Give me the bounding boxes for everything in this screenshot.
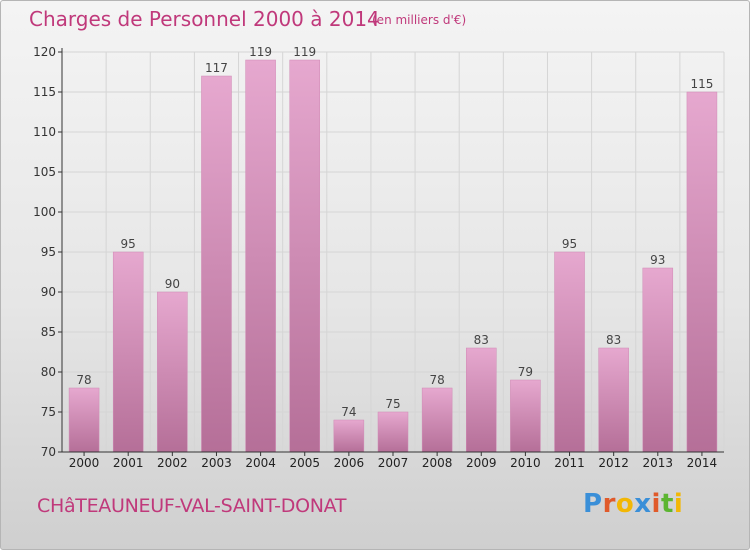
y-tick-label: 120	[33, 45, 56, 59]
bar-2009	[466, 347, 497, 453]
y-tick-label: 105	[33, 165, 56, 179]
x-tick-label: 2012	[598, 456, 629, 470]
y-tick-label: 80	[41, 365, 56, 379]
bar-2010	[510, 379, 541, 453]
value-label: 83	[606, 333, 621, 347]
x-tick-label: 2014	[687, 456, 718, 470]
logo-letter: i	[651, 489, 661, 519]
proxiti-logo[interactable]: Proxiti	[583, 489, 683, 519]
logo-letter: x	[634, 489, 652, 519]
x-tick-label: 2009	[466, 456, 497, 470]
city-name: CHâTEAUNEUF-VAL-SAINT-DONAT	[37, 495, 347, 517]
bar-2014	[686, 91, 718, 453]
bar-2001	[112, 251, 144, 453]
x-tick-label: 2007	[378, 456, 409, 470]
y-tick-label: 70	[41, 445, 56, 459]
x-tick-label: 2006	[334, 456, 365, 470]
logo-letter: r	[602, 489, 616, 519]
y-tick-label: 100	[33, 205, 56, 219]
bar-2011	[554, 251, 585, 453]
x-tick-label: 2004	[245, 456, 276, 470]
bar-2000	[68, 387, 100, 453]
value-label: 119	[249, 45, 272, 59]
data-labels: 78 95 90 117 119 119 74 75 78 83 79 95 83 93 115	[76, 45, 713, 419]
x-tick-label: 2000	[69, 456, 100, 470]
bar-2008	[421, 387, 453, 453]
bar-2002	[157, 291, 188, 453]
value-label: 79	[518, 365, 533, 379]
value-label: 95	[121, 237, 136, 251]
x-tick-label: 2010	[510, 456, 541, 470]
value-label: 117	[205, 61, 228, 75]
x-tick-label: 2008	[422, 456, 453, 470]
value-label: 119	[293, 45, 316, 59]
bar-2004	[245, 59, 276, 453]
value-label: 75	[385, 397, 400, 411]
value-label: 90	[165, 277, 180, 291]
value-label: 74	[341, 405, 356, 419]
axes: 70 75 80 85 90 95 100 105 110 115 120 2000 2001 2002 2…	[33, 45, 724, 470]
y-tick-label: 75	[41, 405, 56, 419]
y-tick-label: 110	[33, 125, 56, 139]
value-label: 115	[690, 77, 713, 91]
bars	[68, 59, 718, 453]
bar-2006	[333, 419, 365, 453]
bar-2012	[598, 347, 629, 453]
x-tick-label: 2003	[201, 456, 232, 470]
bar-2005	[289, 59, 320, 453]
y-tick-label: 115	[33, 85, 56, 99]
x-tick-label: 2002	[157, 456, 188, 470]
bar-2007	[377, 411, 409, 453]
y-tick-label: 95	[41, 245, 56, 259]
logo-letter: t	[660, 489, 674, 519]
logo-letter: P	[583, 489, 603, 519]
value-label: 95	[562, 237, 577, 251]
logo-letter: i	[673, 489, 684, 519]
logo-letter: o	[615, 489, 635, 519]
value-label: 93	[650, 253, 665, 267]
x-tick-label: 2013	[643, 456, 674, 470]
y-tick-label: 90	[41, 285, 56, 299]
chart-title: Charges de Personnel 2000 à 2014	[29, 7, 380, 31]
value-label: 78	[76, 373, 91, 387]
bar-2013	[642, 267, 674, 453]
y-tick-label: 85	[41, 325, 56, 339]
x-tick-label: 2001	[113, 456, 144, 470]
unit-note: (en milliers d'€)	[372, 13, 467, 27]
bar-2003	[201, 75, 232, 453]
value-label: 83	[474, 333, 489, 347]
x-tick-label: 2011	[554, 456, 585, 470]
x-tick-label: 2005	[289, 456, 320, 470]
value-label: 78	[429, 373, 444, 387]
